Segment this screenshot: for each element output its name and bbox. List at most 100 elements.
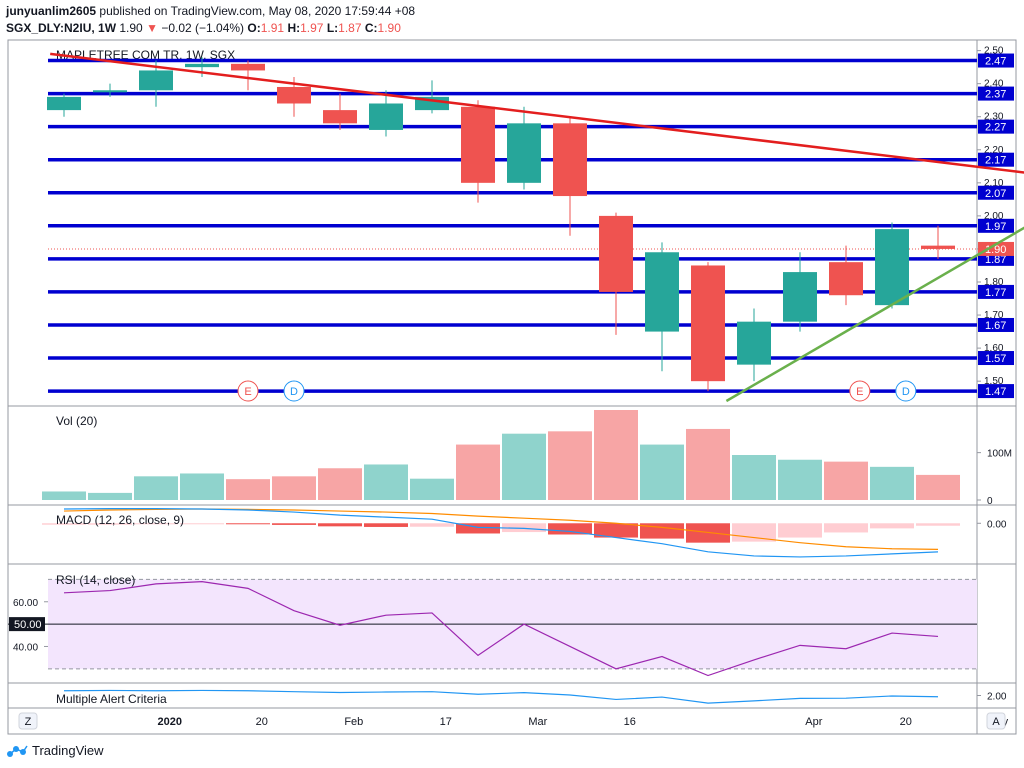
volume-bar [594,410,638,500]
candle-up [875,229,909,306]
price-tick-label: 1.60 [984,343,1004,354]
time-tick-label: Apr [805,716,822,728]
volume-bar [180,473,224,500]
level-price-label: 1.97 [985,221,1006,233]
price-tick-label: 2.20 [984,145,1004,156]
time-tick-label: 17 [440,716,452,728]
volume-bar [870,466,914,500]
macd-histogram-bar [364,523,408,527]
volume-bar [410,478,454,500]
price-tick-label: 2.00 [984,211,1004,222]
chart-border [7,39,1017,735]
volume-bar [42,491,86,500]
macd-histogram-bar [870,523,914,529]
candle-down [231,63,265,71]
rsi-tick-label: 60.00 [13,598,38,609]
macd-histogram-bar [272,523,316,525]
level-price-tag [978,218,1014,233]
level-price-tag [978,384,1014,399]
price-change: −0.02 (−1.04%) [161,21,245,35]
auto-scale-button-label: A [992,716,1000,728]
event-marker-label: E [856,386,863,398]
last-price: 1.90 [119,21,143,35]
macd-histogram-bar [410,523,454,527]
macd-histogram-bar [640,523,684,539]
brand-name[interactable]: TradingView [32,742,104,758]
publish-info: published on TradingView.com, May 08, 20… [99,4,416,18]
price-tick-label: 2.30 [984,112,1004,123]
candle-up [507,123,541,183]
alert-tick-label: 2.00 [987,692,1007,703]
event-marker-label: D [290,386,298,398]
open-label: O: [247,21,261,35]
level-price-tag [978,317,1014,332]
rsi-label: RSI (14, close) [56,573,135,587]
candle-up [369,103,403,130]
tradingview-logo-icon [7,745,28,757]
time-tick-label: 20 [256,716,268,728]
volume-bar [88,492,132,500]
symbol-name[interactable]: SGX_DLY:N2IU, 1W [6,21,117,35]
candle-down [553,123,587,197]
time-axis[interactable]: 202020Feb17Mar16Apr20MayZA [18,712,1009,730]
level-price-tag [978,284,1014,299]
volume-bar [916,474,960,500]
publish-header: junyuanlim2605 published on TradingView.… [6,4,415,18]
author-name[interactable]: junyuanlim2605 [6,4,97,18]
candle-down [461,106,495,183]
volume-label: Vol (20) [56,414,97,428]
volume-bar [732,455,776,500]
macd-histogram-bar [548,523,592,535]
level-price-tag [978,86,1014,101]
dividend-marker [895,380,917,402]
auto-scale-button [986,712,1006,730]
chart-canvas[interactable]: MAPLETREE COM TR, 1W, SGX 2.502.402.302.2… [0,0,1024,736]
volume-tick-label: 100M [987,449,1012,460]
macd-histogram-bar [134,523,178,525]
macd-histogram-bar [916,523,960,526]
price-tick-label: 1.50 [984,376,1004,387]
price-pane[interactable]: MAPLETREE COM TR, 1W, SGX 2.502.402.302.2… [47,46,1024,403]
high-label: H: [287,21,301,35]
level-price-label: 2.37 [985,89,1006,101]
close-label: C: [364,21,378,35]
level-price-label: 2.47 [985,56,1006,68]
candle-up [737,321,771,365]
macd-pane[interactable]: MACD (12, 26, close, 9) 0.00 [42,507,1007,558]
macd-histogram-bar [456,523,500,534]
volume-pane[interactable]: Vol (20) 100M 0 [42,410,1012,507]
macd-histogram-bar [594,523,638,538]
footer-brand: TradingView [6,742,104,758]
alert-label: Multiple Alert Criteria [56,692,167,706]
price-tick-label: 2.40 [984,79,1004,90]
alert-pane[interactable]: Multiple Alert Criteria 2.00 [56,689,1007,706]
symbol-header: SGX_DLY:N2IU, 1W 1.90 ▼ −0.02 (−1.04%) O… [6,21,401,35]
event-marker-label: E [244,386,251,398]
candle-down [691,265,725,382]
time-tick-label: 20 [900,716,912,728]
volume-bar [226,479,270,500]
macd-histogram-bar [778,523,822,538]
macd-label: MACD (12, 26, close, 9) [56,513,184,527]
macd-histogram-bar [42,523,86,525]
change-down-icon: ▼ [146,21,158,35]
level-price-label: 1.67 [985,320,1006,332]
macd-tick-label: 0.00 [987,519,1007,530]
level-price-label: 1.77 [985,287,1006,299]
open-value: 1.91 [260,21,285,35]
level-price-tag [978,119,1014,134]
level-price-tag [978,152,1014,167]
rsi-pane[interactable]: 50.00 RSI (14, close) 60.00 40.00 [8,573,977,677]
macd-histogram-bar [88,523,132,525]
level-price-label: 2.07 [985,188,1006,200]
rsi-line [63,581,939,677]
macd-histogram-bar [226,523,270,525]
trendline [50,52,1024,174]
candle-up [139,70,173,91]
level-price-tag [978,351,1014,366]
candle-up [783,272,817,322]
volume-bar [272,476,316,500]
rsi-midline-label: 50.00 [14,619,42,631]
candle-down [921,245,955,249]
volume-bar [640,444,684,500]
